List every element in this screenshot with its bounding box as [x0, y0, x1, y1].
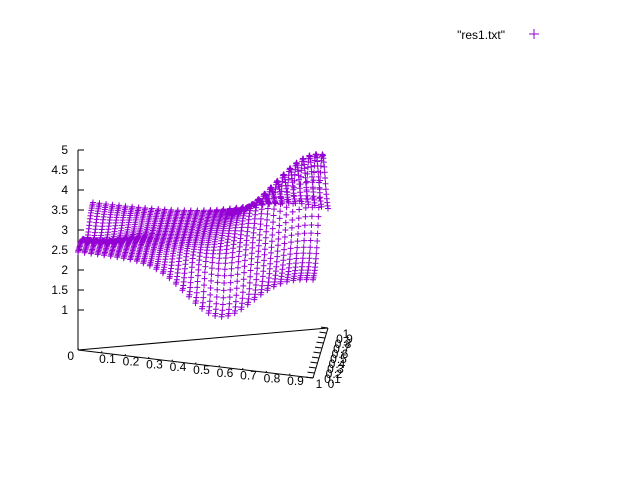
legend-marker-plus-icon [529, 29, 539, 39]
y-tick-label: 0.7 [333, 342, 350, 356]
x-tick-label: 0.9 [287, 374, 304, 388]
y-tick-mark [305, 376, 314, 379]
y-tick-label: 0 [328, 377, 335, 391]
y-tick-mark [310, 361, 318, 364]
x-tick-label: 0.8 [264, 371, 281, 385]
y-tick-label: 0.2 [326, 367, 343, 381]
surface-points [75, 151, 331, 320]
surface-marker-points [75, 151, 331, 320]
y-tick-label: 0.1 [324, 372, 341, 386]
y-tick-label: 0.8 [335, 337, 352, 351]
legend: "res1.txt" [457, 28, 539, 42]
legend-label: "res1.txt" [457, 28, 505, 42]
y-tick-mark [313, 351, 321, 354]
y-tick-mark [316, 341, 324, 344]
z-tick-label: 2.5 [51, 243, 68, 257]
z-tick-label: 4.5 [51, 163, 68, 177]
z-tick-label: 4 [61, 183, 68, 197]
y-tick-mark [314, 346, 323, 349]
x-tick-label: 0.4 [170, 360, 187, 374]
x-tick-label: 0.1 [99, 352, 116, 366]
z-tick-label: 2 [61, 263, 68, 277]
plot-axes: 11.522.533.544.550 0.1 0.2 0.3 0.4 0.5 0.6 0.7 0… [51, 143, 353, 391]
x-tick-label: 0 [67, 349, 74, 363]
z-tick-label: 1.5 [51, 283, 68, 297]
z-tick-label: 3 [61, 223, 68, 237]
back-axis-line [77, 327, 329, 351]
y-tick-label: 0.9 [336, 332, 353, 346]
y-tick-label: 0.5 [330, 352, 347, 366]
y-tick-mark [307, 371, 315, 374]
y-tick-mark [317, 336, 326, 339]
y-tick-mark [308, 366, 317, 369]
y-tick-mark [319, 331, 327, 334]
x-tick-label: 0.3 [146, 357, 163, 371]
x-tick-label: 0.6 [217, 366, 234, 380]
z-tick-label: 5 [61, 143, 68, 157]
y-tick-label: 0.6 [332, 347, 349, 361]
y-tick-label: 0.3 [327, 362, 344, 376]
y-tick-label: 1 [343, 327, 350, 341]
x-tick-label: 1 [316, 377, 323, 391]
z-tick-label: 1 [61, 303, 68, 317]
y-tick-mark [320, 326, 329, 329]
y-tick-label: 0.4 [329, 357, 346, 371]
x-tick-label: 0.2 [123, 355, 140, 369]
x-tick-label: 0.5 [193, 363, 210, 377]
z-tick-label: 3.5 [51, 203, 68, 217]
x-tick-label: 0.7 [240, 369, 257, 383]
y-tick-mark [311, 356, 320, 359]
